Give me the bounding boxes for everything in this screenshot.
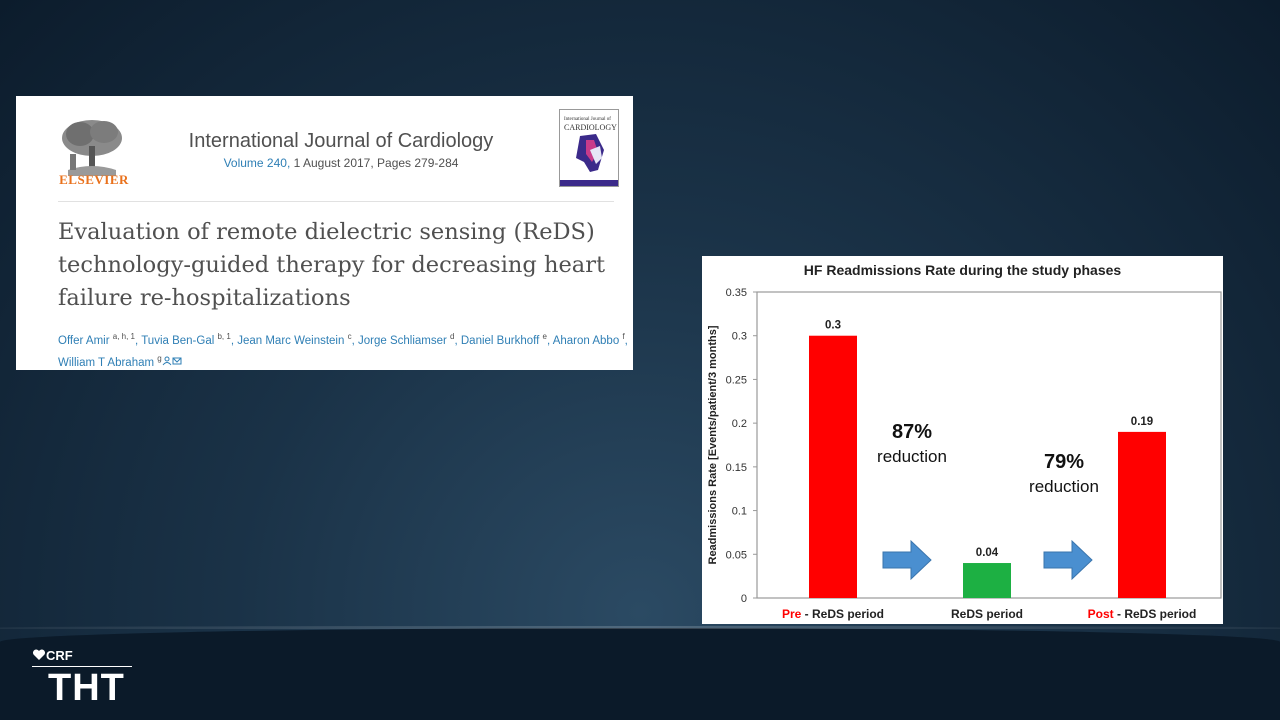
tht-logo: THT (48, 667, 125, 709)
reduction-percent: 79% (1044, 451, 1084, 473)
y-axis-label: Readmissions Rate [Events/patient/3 mont… (707, 325, 719, 564)
author-link[interactable]: Tuvia Ben-Gal (141, 334, 215, 347)
crf-label: CRF (46, 648, 73, 663)
author-link[interactable]: Jean Marc Weinstein (237, 334, 345, 347)
bar (809, 335, 857, 598)
bar-chart: 0 0.05 0.1 0.15 0.2 0.25 0.3 0.35 Readmissions R… (707, 287, 1222, 621)
author-affiliation: f (622, 332, 625, 341)
y-tick-label: 0.15 (726, 462, 747, 474)
journal-meta: Volume 240, 1 August 2017, Pages 279-284 (16, 156, 666, 170)
author-link[interactable]: Aharon Abbo (552, 334, 620, 347)
author-link[interactable]: William T Abraham (58, 356, 155, 369)
chart-title: HF Readmissions Rate during the study ph… (803, 262, 1122, 278)
envelope-icon[interactable] (172, 356, 182, 366)
elsevier-tree-logo (58, 118, 126, 178)
x-tick-label: Pre - ReDS period (782, 607, 884, 621)
x-tick-label-text: - ReDS period (1114, 607, 1197, 621)
x-tick-label-text: - ReDS period (801, 607, 884, 621)
date-pages: 1 August 2017, Pages 279-284 (290, 156, 459, 170)
author-affiliation: d (450, 332, 455, 341)
reduction-label: reduction (1029, 477, 1099, 496)
person-icon[interactable] (162, 356, 172, 366)
footer-band (0, 626, 1280, 720)
right-arrow-icon (882, 539, 932, 581)
cover-title: CARDIOLOGY (564, 123, 617, 132)
author-affiliation: g (157, 353, 162, 363)
y-tick-label: 0.1 (732, 506, 747, 518)
author-affiliation: e (542, 332, 547, 341)
x-tick-label-text: ReDS period (951, 607, 1023, 621)
reduction-label: reduction (877, 447, 947, 466)
author-list: Offer Amir a, h, 1, Tuvia Ben-Gal b, 1, … (58, 332, 628, 369)
data-label: 0.3 (825, 320, 841, 332)
bar (1118, 431, 1166, 598)
x-tick-label-prefix: Post (1088, 607, 1114, 621)
bar (963, 563, 1011, 598)
svg-text:International Journal of: International Journal of (564, 117, 611, 122)
x-tick-label-prefix: Pre (782, 607, 802, 621)
chart-card: HF Readmissions Rate during the study ph… (702, 256, 1223, 624)
author-affiliation: c (347, 332, 352, 341)
right-arrow-icon (1043, 539, 1093, 581)
journal-name[interactable]: International Journal of Cardiology (188, 130, 494, 152)
volume-link[interactable]: Volume 240, (223, 156, 291, 170)
logo-divider (32, 666, 132, 667)
y-tick-label: 0.05 (726, 549, 747, 561)
article-title: Evaluation of remote dielectric sensing … (58, 219, 605, 311)
header-divider (58, 201, 614, 202)
x-tick-label: Post - ReDS period (1088, 607, 1197, 621)
x-tick-label: ReDS period (951, 607, 1023, 621)
y-tick-label: 0.35 (726, 287, 747, 299)
crf-heart-icon (32, 649, 46, 660)
y-tick-label: 0.2 (732, 418, 747, 430)
article-card: ELSEVIER International Journal of Cardio… (16, 96, 633, 370)
data-label: 0.19 (1131, 416, 1153, 428)
author-link[interactable]: Daniel Burkhoff (460, 334, 540, 347)
author-affiliation: a, h, 1 (112, 332, 136, 341)
author-link[interactable]: Offer Amir (58, 334, 110, 347)
author-affiliation: b, 1 (217, 332, 231, 341)
author-link[interactable]: Jorge Schliamser (357, 334, 447, 347)
publisher-name: ELSEVIER (59, 172, 129, 187)
journal-cover[interactable]: International Journal of CARDIOLOGY (559, 109, 619, 187)
data-label: 0.04 (976, 547, 999, 559)
reduction-percent: 87% (892, 421, 932, 443)
y-tick-label: 0.3 (732, 331, 747, 343)
y-tick-label: 0 (741, 593, 747, 605)
y-tick-label: 0.25 (726, 374, 747, 386)
journal-cover-art: International Journal of CARDIOLOGY (560, 117, 618, 186)
